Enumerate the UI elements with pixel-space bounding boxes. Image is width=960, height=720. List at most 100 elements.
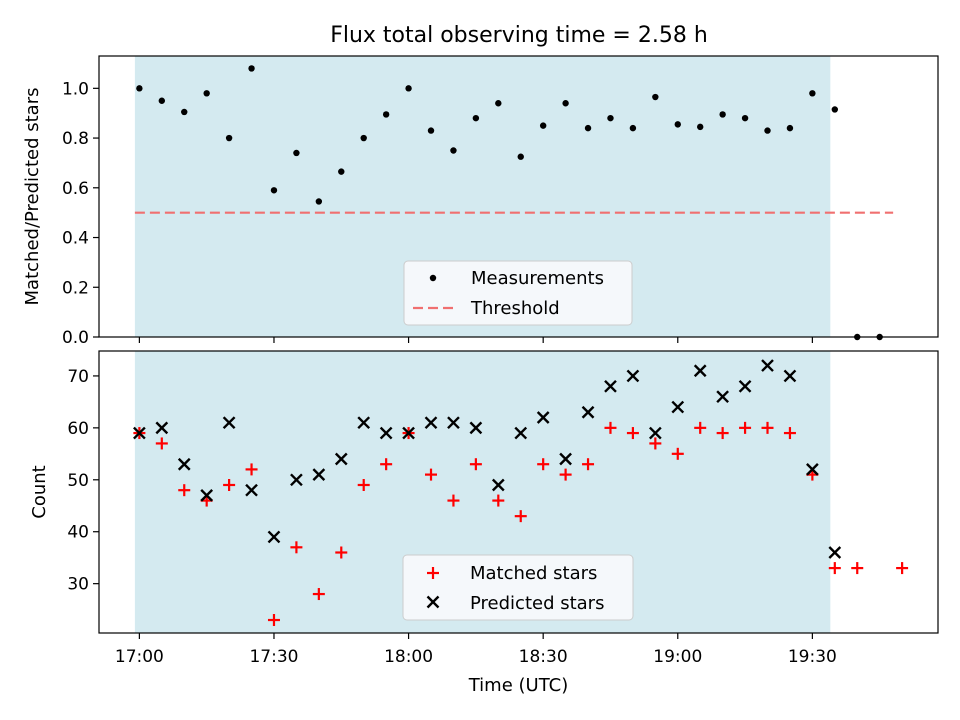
- matched-star-point: [783, 427, 796, 440]
- measurement-point: [181, 108, 188, 116]
- matched-star-point: [739, 421, 752, 434]
- matched-star-point: [537, 458, 550, 471]
- measurement-point: [315, 198, 323, 205]
- matched-star-point: [514, 510, 527, 523]
- bottom-legend-box: [402, 554, 634, 621]
- matched-star-point: [380, 458, 393, 471]
- predicted-star-point: [806, 463, 819, 476]
- measurement-points: [136, 65, 883, 341]
- measurement-point: [764, 127, 771, 134]
- matched-star-point: [469, 458, 482, 471]
- measurement-point: [719, 111, 726, 118]
- predicted-star-point: [738, 379, 752, 393]
- predicted-star-point: [334, 452, 348, 466]
- matched-star-point: [626, 427, 639, 440]
- x-tick-label: 18:00: [384, 647, 433, 667]
- predicted-star-point: [783, 369, 797, 383]
- predicted-star-point: [693, 364, 707, 378]
- bottom-y-tick-label: 30: [67, 575, 89, 595]
- matched-star-point: [357, 478, 370, 491]
- top-y-tick-label: 0.4: [62, 229, 89, 249]
- bottom-y-tick-label: 40: [67, 523, 89, 543]
- predicted-star-point: [267, 530, 281, 544]
- matched-star-point: [312, 588, 325, 601]
- top-panel: 0.0 0.2 0.4 0.6 0.8 1.0 Matched/Predicted sta…: [22, 55, 939, 348]
- predicted-star-point: [312, 468, 326, 481]
- matched-star-point: [425, 468, 438, 481]
- matched-star-point: [267, 614, 280, 627]
- measurement-point: [786, 124, 794, 132]
- matched-star-point: [335, 546, 348, 559]
- matched-star-point: [896, 562, 909, 575]
- top-y-tick-label: 0.6: [62, 179, 89, 199]
- measurement-point: [203, 90, 210, 97]
- top-legend: Measurements Threshold: [403, 260, 633, 326]
- predicted-star-point: [648, 426, 662, 440]
- bottom-legend: Matched stars Predicted stars: [402, 554, 634, 621]
- matched-star-point: [694, 421, 707, 434]
- predicted-star-point: [379, 426, 393, 440]
- legend-predicted-label: Predicted stars: [470, 593, 604, 614]
- x-tick-label: 17:30: [249, 647, 298, 667]
- measurement-point: [674, 121, 681, 128]
- measurement-point: [741, 114, 749, 122]
- predicted-star-point: [245, 483, 258, 497]
- matched-star-point: [716, 427, 729, 440]
- measurement-point: [831, 106, 839, 113]
- bottom-y-ticks: 30 40 50 60 70: [67, 367, 99, 595]
- matched-star-point: [604, 421, 617, 434]
- predicted-star-point: [290, 473, 303, 487]
- predicted-star-point: [604, 379, 617, 393]
- x-tick-label: 18:30: [519, 647, 568, 667]
- matched-star-point: [178, 484, 191, 497]
- measurement-point: [652, 93, 659, 101]
- matched-star-point: [761, 421, 774, 434]
- legend-measurement-marker: [429, 274, 437, 282]
- measurement-point: [248, 65, 255, 72]
- top-y-axis-label: Matched/Predicted stars: [22, 88, 43, 306]
- matched-star-point: [649, 437, 662, 450]
- bottom-x-ticks: 17:00 17:30 18:00 18:30 19:00 19:30: [115, 633, 837, 667]
- measurement-point: [450, 147, 457, 154]
- measurement-point: [539, 122, 547, 129]
- measurement-point: [270, 187, 278, 194]
- top-y-ticks: 0.0 0.2 0.4 0.6 0.8 1.0: [62, 79, 99, 348]
- predicted-star-point: [626, 369, 640, 383]
- bottom-y-tick-label: 70: [67, 367, 89, 387]
- measurement-point: [338, 168, 345, 175]
- legend-measurements-label: Measurements: [471, 268, 604, 289]
- predicted-star-point: [402, 426, 415, 440]
- measurement-point: [158, 97, 166, 104]
- matched-star-point: [245, 463, 258, 476]
- measurement-point: [225, 134, 233, 142]
- legend-threshold-label: Threshold: [470, 298, 560, 319]
- x-tick-label: 17:00: [115, 647, 164, 667]
- x-axis-label: Time (UTC): [468, 675, 569, 696]
- predicted-star-point: [581, 405, 595, 419]
- predicted-star-point: [357, 416, 371, 430]
- legend-matched-label: Matched stars: [470, 563, 597, 584]
- measurement-point: [293, 149, 300, 157]
- predicted-star-point: [761, 359, 774, 372]
- predicted-star-point: [514, 426, 528, 440]
- predicted-star-point: [828, 546, 842, 559]
- predicted-star-point: [536, 411, 550, 424]
- legend-matched-marker: [427, 567, 439, 579]
- matched-star-point: [559, 468, 572, 481]
- predicted-star-point: [447, 416, 460, 430]
- x-tick-label: 19:30: [788, 647, 837, 667]
- bottom-axes-frame: [98, 350, 939, 634]
- predicted-star-point: [177, 457, 191, 471]
- measurement-point: [697, 123, 704, 131]
- measurement-point: [405, 85, 412, 92]
- measurement-point: [472, 114, 480, 122]
- predicted-star-point: [671, 400, 685, 414]
- matched-star-point: [223, 478, 236, 491]
- measurement-point: [382, 111, 390, 118]
- matched-star-point: [447, 494, 460, 507]
- top-x-ticks: [138, 337, 813, 343]
- bottom-y-tick-label: 50: [67, 471, 89, 491]
- measurement-point: [136, 85, 143, 92]
- measurement-point: [607, 114, 614, 122]
